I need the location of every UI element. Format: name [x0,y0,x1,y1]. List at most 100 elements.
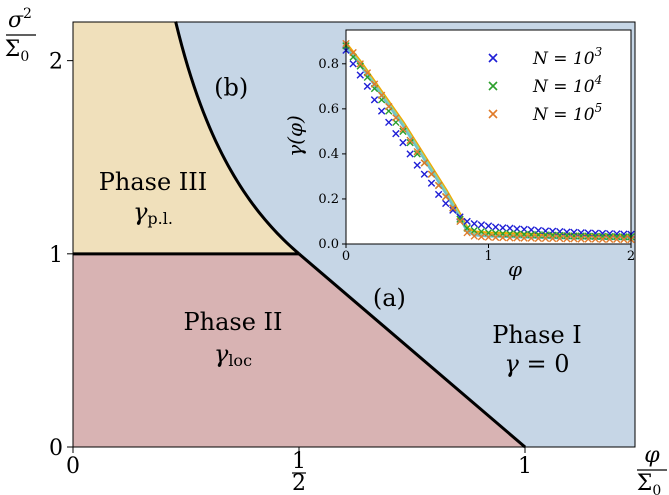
inset-point [399,125,407,133]
inset-legend: N = 103 N = 104 N = 105 [488,45,603,125]
inset-point [356,62,364,70]
inset-point [434,190,443,199]
inset-point [427,179,436,187]
inset-series [342,39,635,244]
phase-iii-label: Phase III γp.l. [99,168,208,228]
inset-point [463,229,471,237]
inset-point [620,235,628,244]
phase-boundaries [73,21,526,449]
main-x-tick-numerator: 1 [292,449,306,474]
inset-point [613,230,621,238]
inset-point [491,233,500,242]
inset-point [577,232,585,240]
boundary-phase-i-ii [298,252,526,449]
phase-ii-formula-sub: loc [228,351,252,370]
inset-y-tick-label: 0.4 [318,147,339,162]
inset-point [363,82,372,91]
boundary-phase-iii-i [174,21,300,255]
inset-point [577,235,585,243]
inset-point [413,150,421,158]
inset-point [506,234,514,242]
inset-point [399,138,407,147]
inset-point [591,229,600,237]
inset-legend-label: N = 103 [532,45,603,69]
phase-ii-gamma: γ [214,340,229,368]
main-x-tick-label: 1 [518,454,532,479]
phase-i-formula: γ = 0 [505,350,570,378]
inset-point [349,48,357,57]
inset-point [392,114,400,122]
inset-point [456,215,464,223]
inset-point [406,138,414,147]
inset-point [620,233,628,241]
inset-x-ticks: 0 1 2 [342,244,635,264]
inset-point [491,223,500,231]
inset-legend-marker [488,81,498,91]
region-phase-iii [73,21,299,254]
inset-point [613,232,621,241]
x-label-numerator: φ [644,443,660,468]
inset-point [449,206,457,214]
inset-legend-label: N = 104 [532,73,602,97]
y-label-numerator: σ2 [8,6,32,33]
inset-y-tick-label: 0.2 [318,192,339,207]
inset-point [420,159,429,167]
inset-x-tick-label: 2 [627,249,635,264]
phase-i-formula-rest: = 0 [519,350,570,378]
inset-point [470,220,478,228]
inset-point [442,199,450,208]
phase-iii-name: Phase III [99,168,208,196]
inset-point [548,234,557,243]
inset-y-tick-label: 0.0 [318,237,339,252]
main-y-tick-label: 0 [49,436,63,461]
phase-ii-name: Phase II [183,308,282,336]
inset-point [591,232,600,241]
inset-point [598,232,607,241]
main-x-axis-label: φ Σ0 [637,443,667,495]
annotation-label: (b) [214,73,248,101]
inset-point [385,118,393,127]
main-x-tick-label: 0 [66,454,80,479]
inset-point [563,235,571,243]
inset-point [349,60,357,68]
phase-i-name: Phase I [492,321,582,349]
phase-iii-formula: γp.l. [133,198,173,228]
inset-point [363,69,372,77]
inset-y-ticks: 0.0 0.2 0.4 0.6 0.8 [318,57,346,252]
inset-x-tick-label: 0 [342,249,350,264]
inset-point [563,231,571,240]
inset-series-group [342,46,635,239]
phase-iii-formula-sub: p.l. [147,209,173,228]
inset-point [434,181,443,190]
inset-legend-marker [488,53,498,63]
annotation-label: (a) [373,284,406,312]
inset-point [456,217,464,226]
inset-x-tick-label: 1 [484,249,492,264]
inset-point [506,224,514,232]
inset-point [577,229,585,237]
main-y-axis-label: σ2 Σ0 [5,6,36,65]
inset-y-tick-label: 0.6 [318,102,339,117]
inset-point [584,235,592,243]
inset-point [413,161,421,169]
inset-point [413,147,421,156]
inset-legend-label: N = 105 [532,101,602,125]
phase-i-gamma: γ [505,350,520,378]
inset-point [584,229,592,237]
inset-point [406,136,414,145]
inset-point [484,233,493,241]
inset-point [570,235,578,243]
inset-y-axis-label: γ(φ) [283,115,307,157]
inset-point [598,235,607,243]
inset-point [584,232,592,240]
region-phase-ii [73,253,525,447]
main-plot-frame [72,21,636,448]
inset-point [370,96,379,104]
inset-point [520,234,528,242]
inset-point [406,150,414,158]
inset-point [499,224,507,232]
inset-point [499,233,507,242]
main-y-ticks: 0 1 2 [49,50,73,461]
inset-y-tick-label: 0.8 [318,57,339,72]
inset-point [356,71,364,79]
